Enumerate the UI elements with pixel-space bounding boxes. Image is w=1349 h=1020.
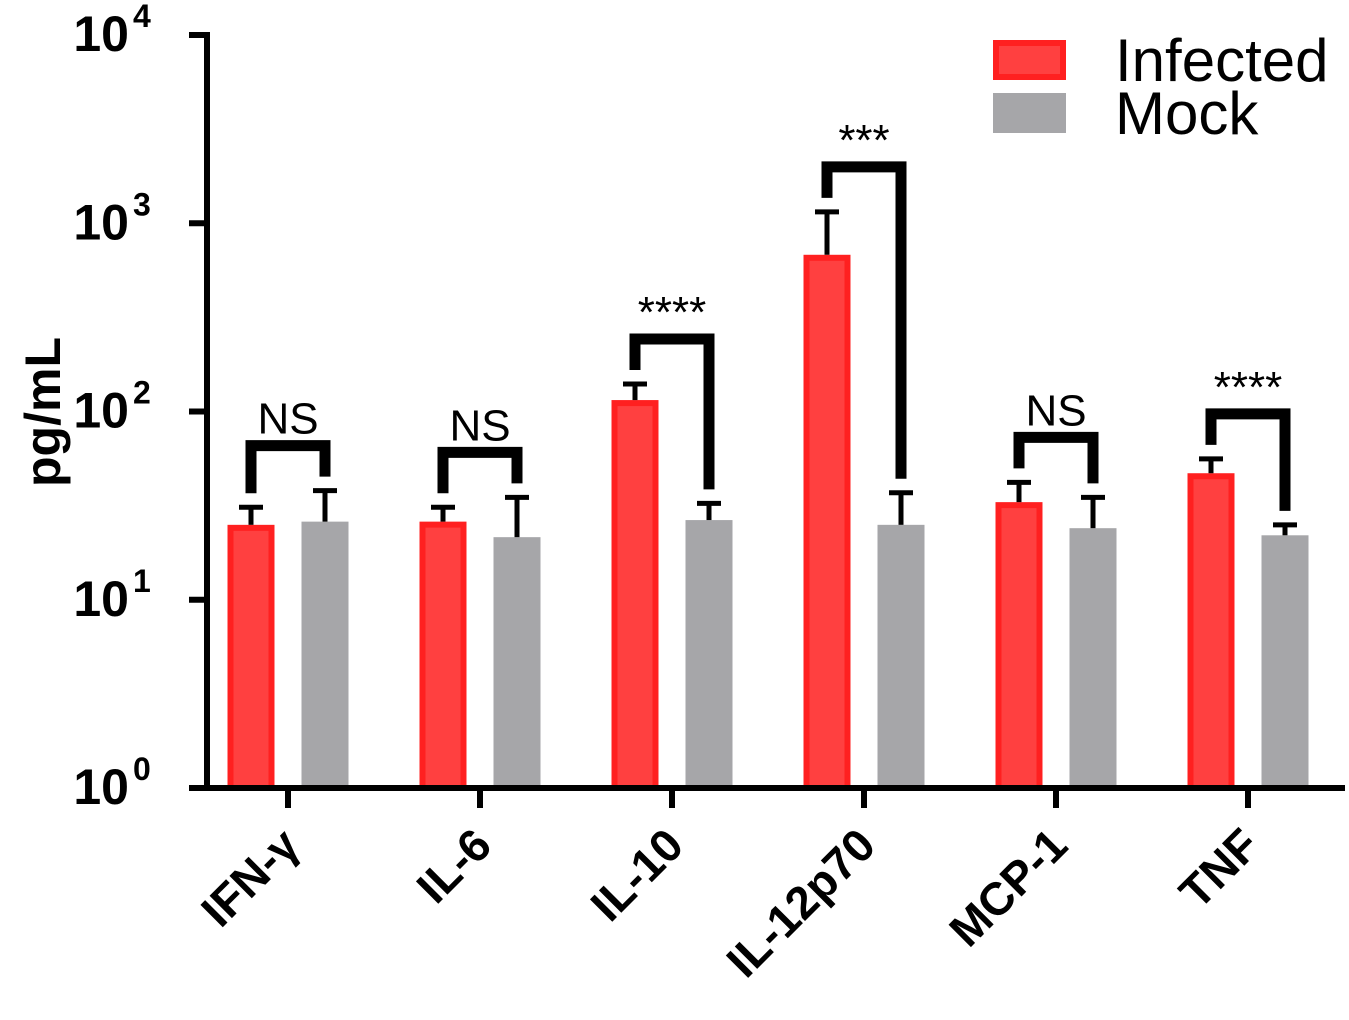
y-tick-label-3: 10: [73, 194, 129, 250]
significance-label-2: ****: [638, 288, 707, 337]
bar-mock-4: [1069, 528, 1117, 788]
bar-infected-4: [995, 502, 1043, 791]
bar-mock-3: [877, 524, 925, 788]
bar-mock-2: [685, 520, 733, 788]
bar-infected-2: [611, 400, 659, 791]
significance-bracket-5: [1205, 408, 1291, 511]
x-tick-label-5: TNF: [1169, 818, 1269, 918]
significance-bracket-2: [629, 333, 715, 490]
y-tick-label-0: 10: [73, 759, 129, 815]
y-tick-exp-4: 4: [133, 0, 151, 34]
significance-label-3: ***: [838, 116, 889, 165]
y-tick-label-1: 10: [73, 571, 129, 627]
significance-label-0: NS: [257, 395, 318, 444]
bar-mock-5: [1261, 535, 1309, 788]
y-tick-label-2: 10: [73, 383, 129, 439]
bar-mock-0: [301, 521, 349, 788]
x-tick-label-3: IL-12p70: [716, 818, 885, 987]
y-axis-label: pg/mL: [15, 337, 71, 487]
y-tick-exp-1: 1: [133, 563, 151, 599]
significance-label-4: NS: [1025, 386, 1086, 435]
legend-label-infected: Infected: [1115, 27, 1329, 94]
y-tick-exp-0: 0: [133, 751, 151, 787]
significance-bracket-4: [1013, 431, 1099, 484]
significance-bracket-1: [437, 446, 523, 494]
legend-label-mock: Mock: [1115, 80, 1259, 147]
x-tick-label-0: IFN-γ: [191, 818, 309, 936]
significance-bracket-0: [245, 440, 331, 494]
x-tick-label-1: IL-6: [406, 818, 501, 913]
x-tick-label-2: IL-10: [580, 818, 693, 931]
bar-infected-0: [227, 524, 275, 791]
legend-swatch-infected: [993, 40, 1066, 80]
bar-infected-3: [803, 254, 851, 791]
x-tick-label-4: MCP-1: [939, 818, 1077, 956]
significance-label-5: ****: [1214, 363, 1283, 412]
y-tick-label-4: 10: [73, 6, 129, 62]
bar-mock-1: [493, 537, 541, 788]
bar-infected-5: [1187, 473, 1235, 791]
y-tick-exp-2: 2: [133, 375, 151, 411]
significance-label-1: NS: [449, 401, 510, 450]
legend-swatch-mock: [993, 93, 1066, 133]
significance-bracket-3: [821, 161, 907, 479]
y-tick-exp-3: 3: [133, 186, 151, 222]
bar-infected-1: [419, 521, 467, 792]
